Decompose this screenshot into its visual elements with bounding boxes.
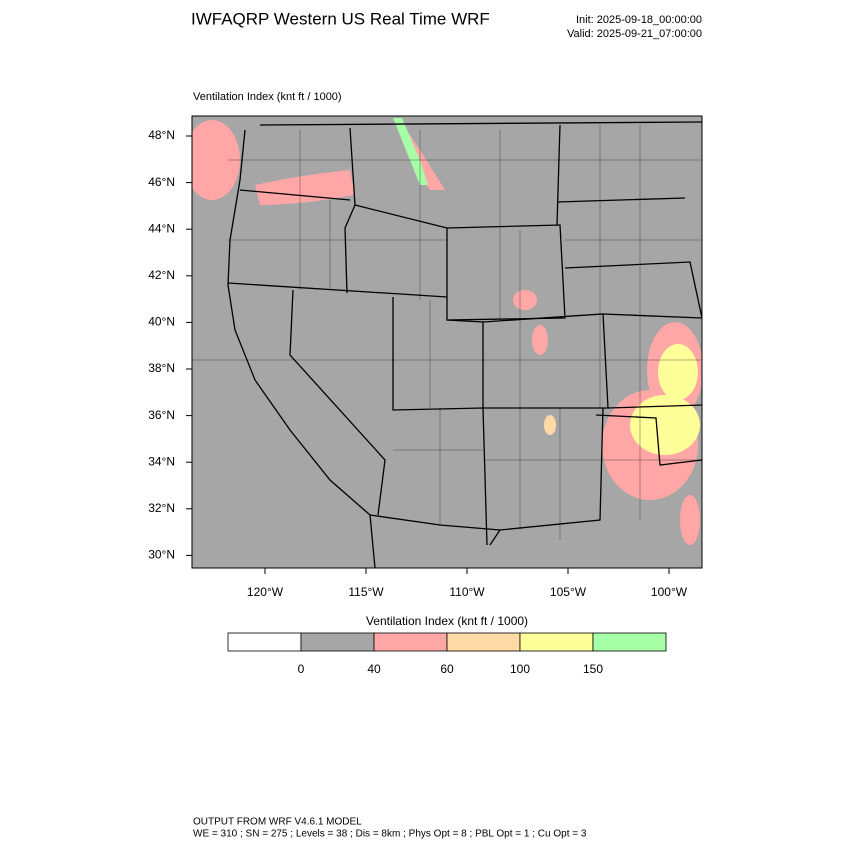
lat-tick-label: 46°N bbox=[148, 175, 175, 189]
field-label: Ventilation Index (knt ft / 1000) bbox=[193, 91, 342, 103]
colorbar-label: 150 bbox=[583, 662, 603, 676]
map-frame bbox=[191, 115, 703, 569]
colorbar-box bbox=[519, 632, 594, 652]
lat-tick-label: 30°N bbox=[148, 548, 175, 562]
lat-tick-label: 48°N bbox=[148, 128, 175, 142]
colorbar-box bbox=[227, 632, 302, 652]
lat-tick-label: 36°N bbox=[148, 408, 175, 422]
colorbar-label: 0 bbox=[298, 662, 305, 676]
colorbar-box bbox=[592, 632, 667, 652]
lon-tick-label: 120°W bbox=[247, 585, 284, 599]
title: IWFAQRP Western US Real Time WRF bbox=[191, 9, 490, 28]
valid-time: Valid: 2025-09-21_07:00:00 bbox=[567, 28, 702, 40]
lon-tick-label: 100°W bbox=[651, 585, 688, 599]
colorbar-box bbox=[373, 632, 448, 652]
colorbar-box bbox=[446, 632, 521, 652]
footer-line: OUTPUT FROM WRF V4.6.1 MODEL bbox=[193, 817, 362, 828]
lon-tick-label: 115°W bbox=[348, 585, 384, 599]
field-shading bbox=[192, 118, 702, 545]
lat-tick-label: 32°N bbox=[148, 501, 175, 515]
colorbar-label: 60 bbox=[440, 662, 454, 676]
colorbar-label: 40 bbox=[367, 662, 381, 676]
lat-tick-label: 38°N bbox=[148, 361, 175, 375]
map bbox=[192, 116, 702, 568]
colorbar-box bbox=[300, 632, 375, 652]
footer-line: WE = 310 ; SN = 275 ; Levels = 38 ; Dis … bbox=[193, 829, 587, 840]
state-borders bbox=[227, 121, 702, 568]
lat-tick-label: 42°N bbox=[148, 268, 175, 282]
colorbar-label: 100 bbox=[510, 662, 530, 676]
colorbar-title: Ventilation Index (knt ft / 1000) bbox=[366, 614, 528, 628]
lat-tick-label: 34°N bbox=[148, 454, 175, 468]
lon-tick-label: 105°W bbox=[550, 585, 587, 599]
init-time: Init: 2025-09-18_00:00:00 bbox=[576, 14, 702, 26]
lat-tick-label: 44°N bbox=[148, 221, 175, 235]
lat-tick-label: 40°N bbox=[148, 315, 175, 329]
lon-tick-label: 110°W bbox=[449, 585, 485, 599]
